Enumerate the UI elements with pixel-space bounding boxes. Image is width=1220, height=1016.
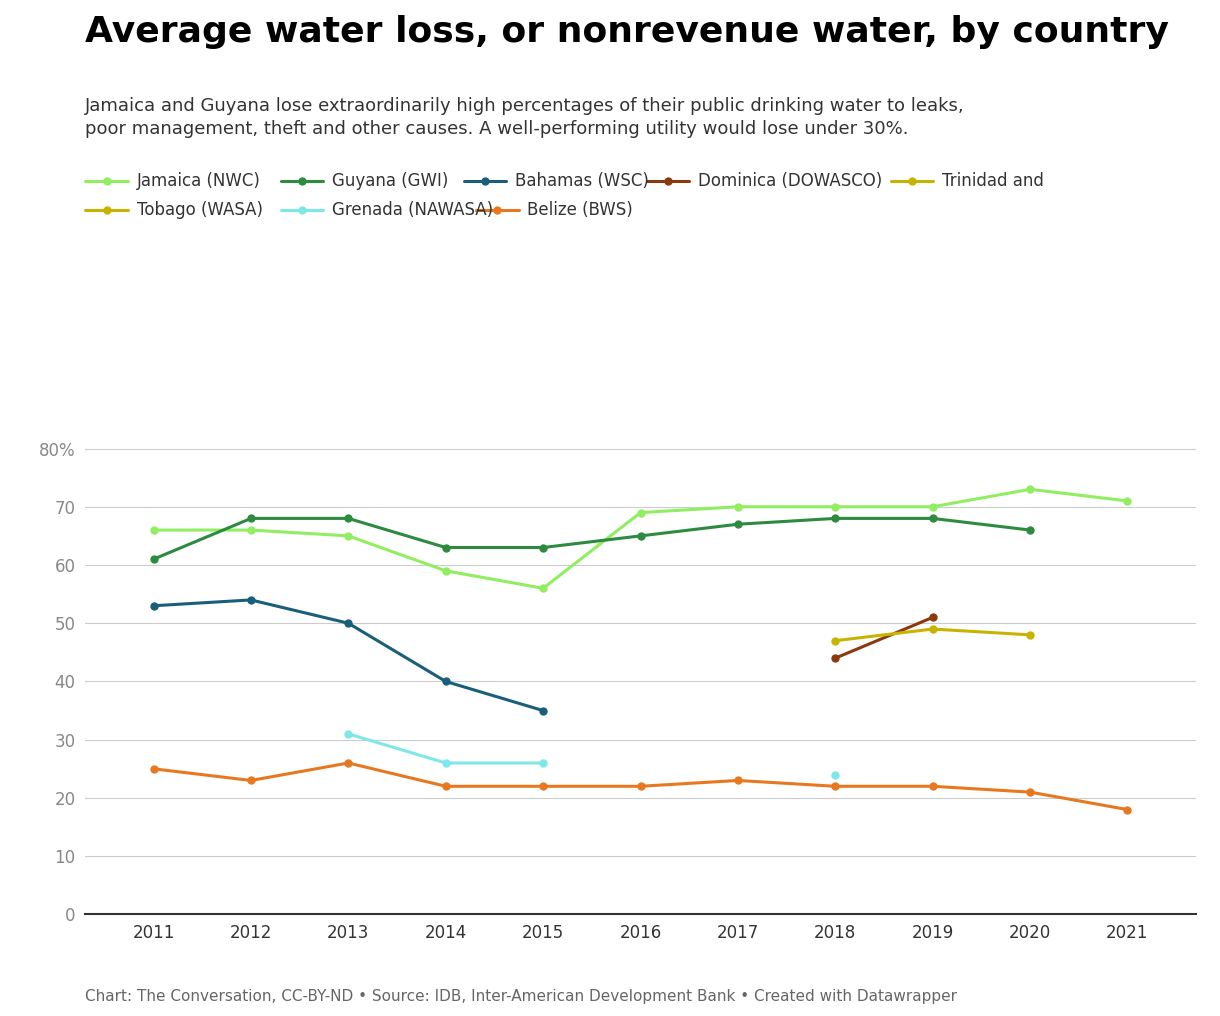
Guyana (GWI): [828, 512, 843, 524]
Guyana (GWI): [633, 529, 648, 542]
Bahamas (WSC): [342, 617, 356, 629]
Bahamas (WSC): [536, 704, 550, 716]
Dominica (DOWASCO): [828, 652, 843, 664]
Jamaica (NWC): [1022, 484, 1037, 496]
Jamaica (NWC): [536, 582, 550, 594]
Text: Guyana (GWI): Guyana (GWI): [332, 172, 448, 190]
Guyana (GWI): [536, 542, 550, 554]
Jamaica (NWC): [633, 507, 648, 519]
Guyana (GWI): [146, 553, 161, 565]
Jamaica (NWC): [731, 501, 745, 513]
Belize (BWS): [633, 780, 648, 792]
Line: Bahamas (WSC): Bahamas (WSC): [150, 596, 547, 714]
Line: Grenada (NAWASA): Grenada (NAWASA): [345, 731, 547, 766]
Belize (BWS): [536, 780, 550, 792]
Jamaica (NWC): [146, 524, 161, 536]
Jamaica (NWC): [925, 501, 939, 513]
Guyana (GWI): [244, 512, 259, 524]
Line: Jamaica (NWC): Jamaica (NWC): [150, 486, 1131, 591]
Bahamas (WSC): [146, 599, 161, 612]
Text: Bahamas (WSC): Bahamas (WSC): [515, 172, 649, 190]
Grenada (NAWASA): [536, 757, 550, 769]
Belize (BWS): [146, 763, 161, 775]
Text: Tobago (WASA): Tobago (WASA): [137, 201, 262, 219]
Trinidad and
Tobago (WASA): [1022, 629, 1037, 641]
Dominica (DOWASCO): [925, 612, 939, 624]
Text: Dominica (DOWASCO): Dominica (DOWASCO): [698, 172, 882, 190]
Belize (BWS): [438, 780, 453, 792]
Line: Belize (BWS): Belize (BWS): [150, 760, 1131, 813]
Bahamas (WSC): [438, 676, 453, 688]
Guyana (GWI): [1022, 524, 1037, 536]
Belize (BWS): [1022, 786, 1037, 799]
Belize (BWS): [342, 757, 356, 769]
Text: Grenada (NAWASA): Grenada (NAWASA): [332, 201, 493, 219]
Text: Chart: The Conversation, CC-BY-ND • Source: IDB, Inter-American Development Bank: Chart: The Conversation, CC-BY-ND • Sour…: [85, 989, 958, 1004]
Bahamas (WSC): [244, 593, 259, 606]
Text: Trinidad and: Trinidad and: [942, 172, 1044, 190]
Belize (BWS): [244, 774, 259, 786]
Line: Trinidad and
Tobago (WASA): Trinidad and Tobago (WASA): [832, 626, 1033, 644]
Jamaica (NWC): [438, 565, 453, 577]
Belize (BWS): [1120, 804, 1135, 816]
Line: Guyana (GWI): Guyana (GWI): [150, 515, 1033, 563]
Text: Jamaica and Guyana lose extraordinarily high percentages of their public drinkin: Jamaica and Guyana lose extraordinarily …: [85, 97, 965, 138]
Grenada (NAWASA): [342, 727, 356, 740]
Trinidad and
Tobago (WASA): [828, 635, 843, 647]
Jamaica (NWC): [244, 524, 259, 536]
Trinidad and
Tobago (WASA): [925, 623, 939, 635]
Belize (BWS): [731, 774, 745, 786]
Jamaica (NWC): [342, 529, 356, 542]
Jamaica (NWC): [828, 501, 843, 513]
Text: Jamaica (NWC): Jamaica (NWC): [137, 172, 261, 190]
Line: Dominica (DOWASCO): Dominica (DOWASCO): [832, 614, 936, 661]
Guyana (GWI): [342, 512, 356, 524]
Grenada (NAWASA): [438, 757, 453, 769]
Text: Belize (BWS): Belize (BWS): [527, 201, 633, 219]
Guyana (GWI): [731, 518, 745, 530]
Belize (BWS): [828, 780, 843, 792]
Guyana (GWI): [438, 542, 453, 554]
Jamaica (NWC): [1120, 495, 1135, 507]
Belize (BWS): [925, 780, 939, 792]
Text: Average water loss, or nonrevenue water, by country: Average water loss, or nonrevenue water,…: [85, 15, 1169, 49]
Guyana (GWI): [925, 512, 939, 524]
